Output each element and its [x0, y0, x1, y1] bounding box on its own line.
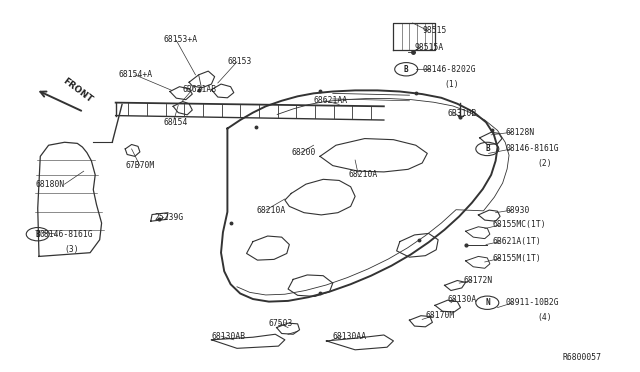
Text: 98515A: 98515A: [415, 42, 444, 51]
Text: 6B621A(1T): 6B621A(1T): [492, 237, 541, 246]
Text: 68153: 68153: [227, 57, 252, 66]
Text: N: N: [485, 298, 490, 307]
Text: 68930: 68930: [505, 206, 529, 215]
Text: 68180N: 68180N: [36, 180, 65, 189]
Text: R6800057: R6800057: [563, 353, 602, 362]
Text: 68130AB: 68130AB: [211, 331, 246, 341]
Text: (3): (3): [65, 244, 79, 253]
Text: 68210A: 68210A: [349, 170, 378, 179]
Text: 98515: 98515: [422, 26, 447, 35]
Text: (4): (4): [537, 313, 552, 322]
Text: 08146-8161G: 08146-8161G: [39, 230, 93, 239]
Text: 68170M: 68170M: [426, 311, 454, 320]
Text: 68153+A: 68153+A: [164, 35, 198, 44]
Text: 68154: 68154: [164, 119, 188, 128]
Text: 08146-8161G: 08146-8161G: [505, 144, 559, 153]
Text: 67503: 67503: [269, 319, 293, 328]
Text: (1): (1): [445, 80, 459, 89]
Text: B: B: [404, 65, 408, 74]
Text: 68200: 68200: [291, 148, 316, 157]
Text: 25239G: 25239G: [154, 213, 183, 222]
Text: 6B621AB: 6B621AB: [182, 85, 217, 94]
Text: FRONT: FRONT: [61, 77, 95, 105]
Text: 68130A: 68130A: [448, 295, 477, 304]
Text: 68155M(1T): 68155M(1T): [492, 254, 541, 263]
Text: 68154+A: 68154+A: [119, 70, 153, 79]
Text: 68210A: 68210A: [256, 206, 285, 215]
Text: 08911-10B2G: 08911-10B2G: [505, 298, 559, 307]
Text: 68128N: 68128N: [505, 128, 534, 137]
Text: 68155MC(1T): 68155MC(1T): [492, 221, 546, 230]
Text: 68172N: 68172N: [464, 276, 493, 285]
Text: B: B: [485, 144, 490, 153]
Text: 67B70M: 67B70M: [125, 161, 154, 170]
Text: B: B: [35, 230, 40, 239]
Text: 68130AA: 68130AA: [333, 331, 367, 341]
Text: 08146-8202G: 08146-8202G: [422, 65, 476, 74]
Text: (2): (2): [537, 159, 552, 168]
Text: 68621AA: 68621AA: [314, 96, 348, 105]
Text: 6B310B: 6B310B: [448, 109, 477, 118]
